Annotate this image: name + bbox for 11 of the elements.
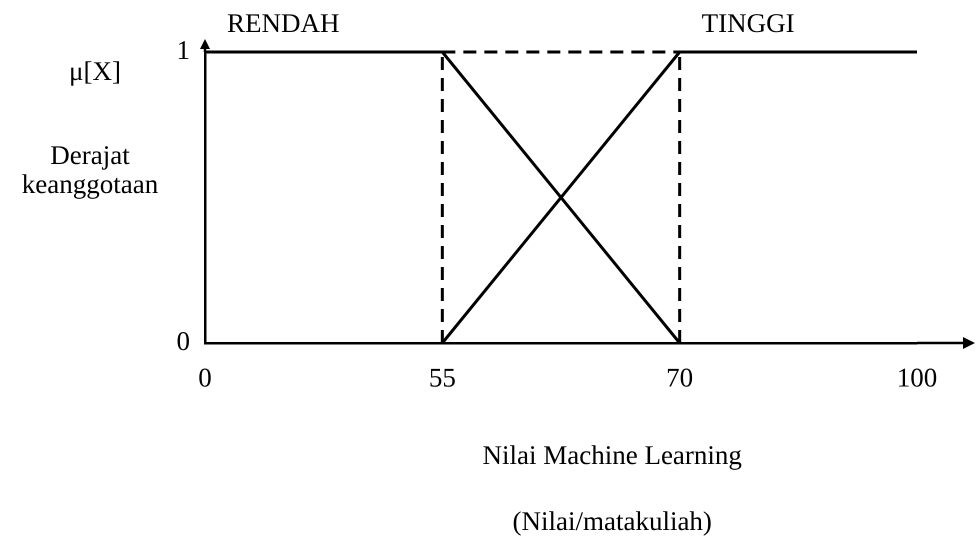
series-label: TINGGI bbox=[702, 8, 795, 38]
series-label: RENDAH bbox=[227, 8, 340, 38]
y-axis-title: μ[X] bbox=[69, 56, 121, 87]
text: (Nilai/matakuliah) bbox=[512, 506, 712, 537]
x-axis-title: Nilai Machine Learning bbox=[482, 440, 742, 471]
x-tick-label: 70 bbox=[666, 362, 694, 392]
x-tick-label: 55 bbox=[428, 362, 456, 392]
y-tick-label: 1 bbox=[176, 35, 190, 66]
x-tick-label: 0 bbox=[198, 362, 212, 392]
x-tick-label: 100 bbox=[896, 362, 938, 392]
text: Derajat keanggotaan bbox=[20, 140, 160, 200]
